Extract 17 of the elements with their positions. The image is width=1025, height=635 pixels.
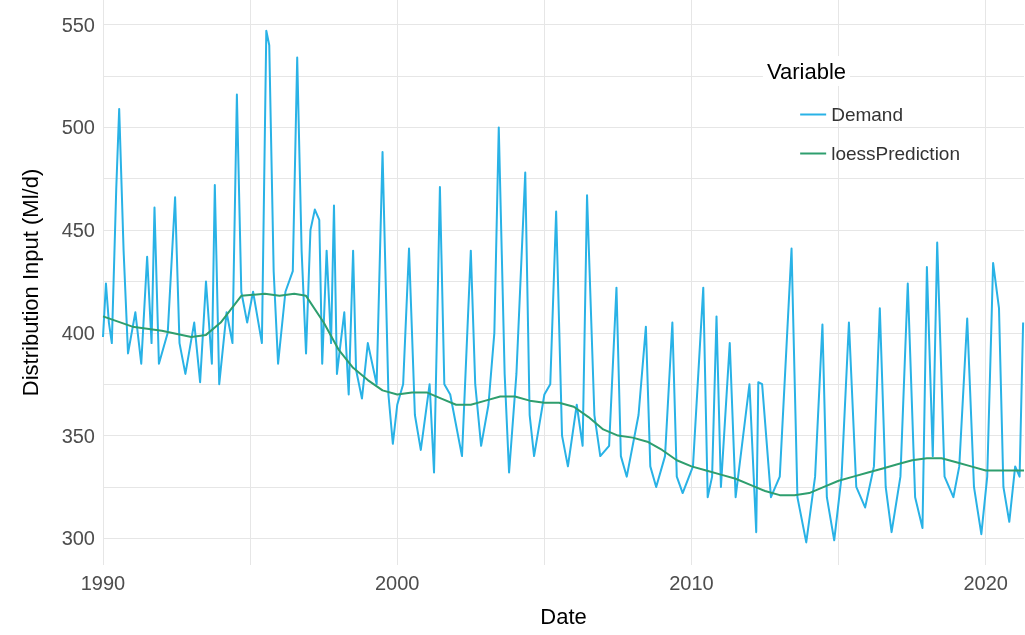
legend-title: Variable xyxy=(766,58,847,84)
y-tick-label: 500 xyxy=(61,116,95,139)
x-tick-label: 1990 xyxy=(80,572,126,594)
x-tick-label: 2020 xyxy=(963,572,1008,594)
y-tick-label: 400 xyxy=(61,321,95,344)
legend-label: Demand xyxy=(831,104,903,125)
y-tick-label: 450 xyxy=(61,219,95,242)
legend-label: loessPrediction xyxy=(831,143,960,164)
y-tick-label: 300 xyxy=(61,527,95,550)
x-axis-title: Date xyxy=(540,603,587,629)
x-tick-label: 2000 xyxy=(375,572,420,594)
y-axis-title: Distribution Input (Ml/d) xyxy=(17,168,43,397)
y-tick-label: 350 xyxy=(61,424,95,447)
line-series xyxy=(102,292,1025,497)
line-series xyxy=(102,29,1025,544)
y-tick-label: 550 xyxy=(61,13,95,36)
x-tick-label: 2010 xyxy=(669,572,714,594)
